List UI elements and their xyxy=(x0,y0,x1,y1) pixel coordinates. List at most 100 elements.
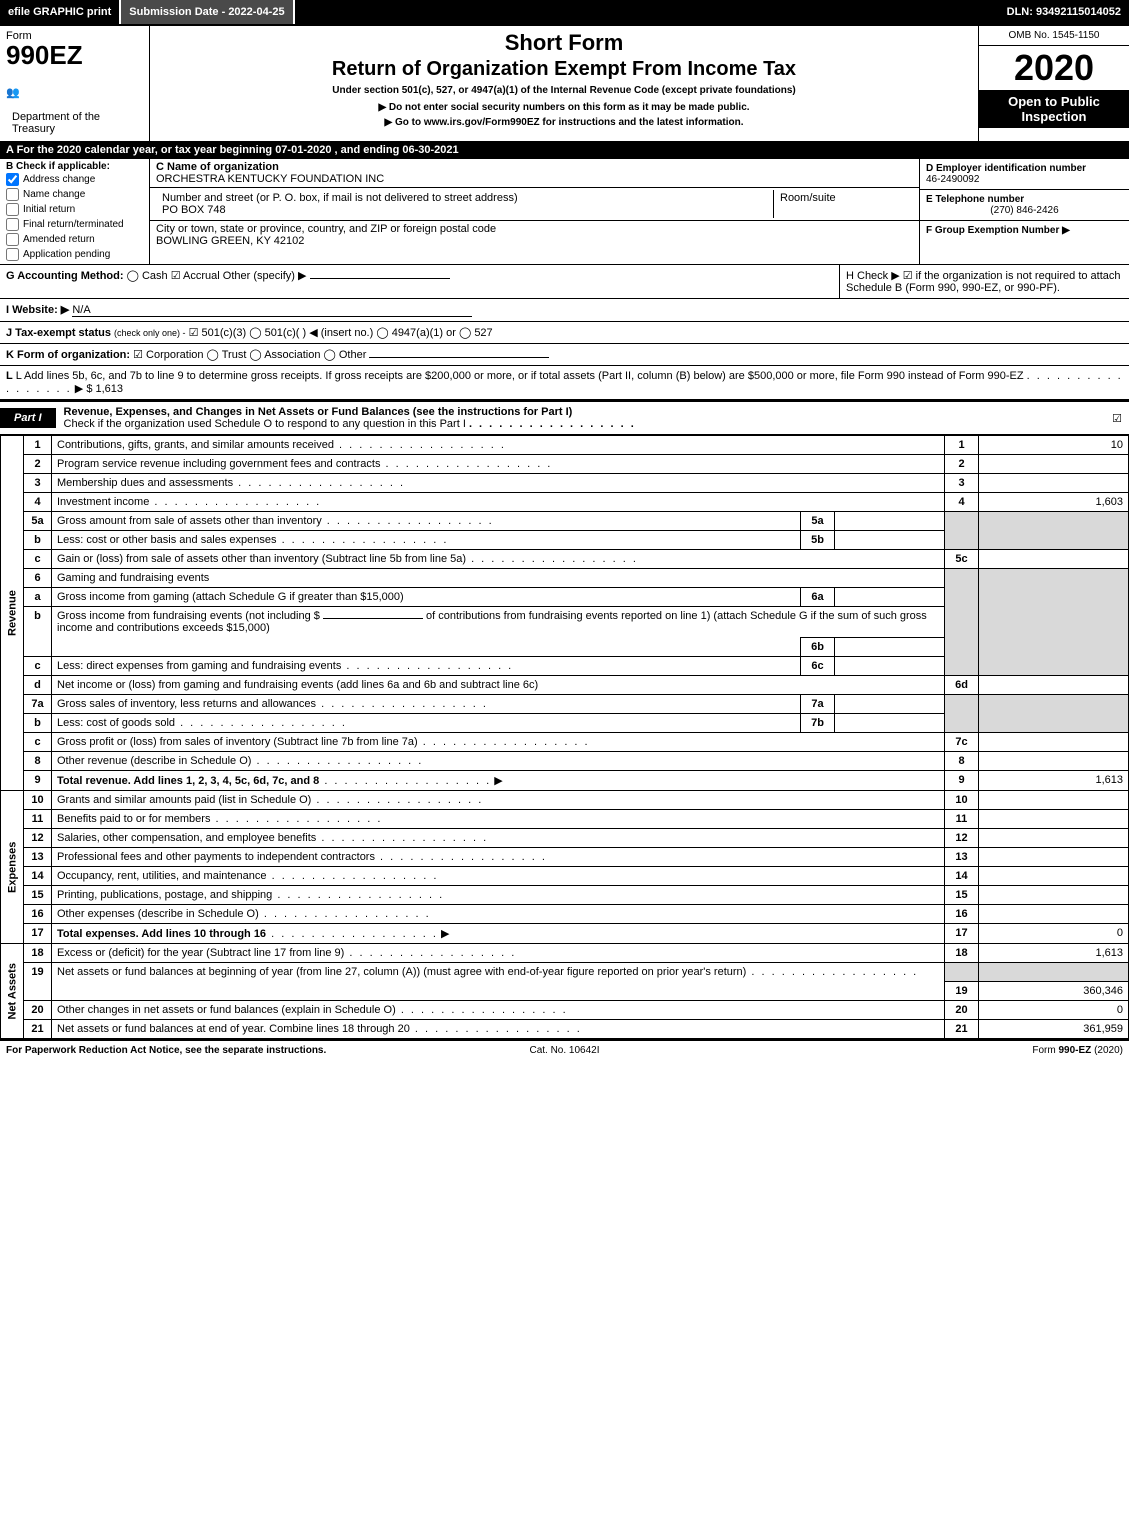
topbar-fill xyxy=(295,0,999,24)
line-5a-minilabel: 5a xyxy=(801,512,835,531)
chk-initial-return-box[interactable] xyxy=(6,203,19,216)
line-13-desc: Professional fees and other payments to … xyxy=(57,851,375,863)
line-7ab-greyamt xyxy=(979,695,1129,733)
line-6b-desc1: Gross income from fundraising events (no… xyxy=(57,610,320,622)
part1-title: Revenue, Expenses, and Changes in Net As… xyxy=(64,406,573,418)
line-6b-minilabel: 6b xyxy=(801,638,835,657)
line-19-row1: 19 Net assets or fund balances at beginn… xyxy=(1,963,1129,982)
short-form-title: Short Form xyxy=(156,30,972,56)
chk-initial-return: Initial return xyxy=(6,202,143,217)
line-13-row: 13 Professional fees and other payments … xyxy=(1,848,1129,867)
line-10-lineno: 10 xyxy=(945,791,979,810)
line-16-desc: Other expenses (describe in Schedule O) xyxy=(57,908,259,920)
line-7c-lineno: 7c xyxy=(945,733,979,752)
under-section-text: Under section 501(c), 527, or 4947(a)(1)… xyxy=(156,85,972,96)
room-label: Room/suite xyxy=(780,192,836,204)
form-header-left: Form 990EZ 👥 Department of the Treasury xyxy=(0,26,150,141)
chk-amended-return-box[interactable] xyxy=(6,233,19,246)
chk-application-pending-box[interactable] xyxy=(6,248,19,261)
side-revenue: Revenue xyxy=(1,436,24,791)
line-1-desc: Contributions, gifts, grants, and simila… xyxy=(57,439,334,451)
line-5b-num: b xyxy=(24,531,52,550)
line-4-row: 4 Investment income 4 1,603 xyxy=(1,493,1129,512)
line-8-row: 8 Other revenue (describe in Schedule O)… xyxy=(1,752,1129,771)
line-16-num: 16 xyxy=(24,905,52,924)
line-21-num: 21 xyxy=(24,1019,52,1038)
group-exemption-label: F Group Exemption Number ▶ xyxy=(926,225,1070,236)
line-19-grey xyxy=(945,963,979,982)
line-7c-desc: Gross profit or (loss) from sales of inv… xyxy=(57,736,418,748)
line-5c-num: c xyxy=(24,550,52,569)
form-org-label: K Form of organization: xyxy=(6,349,130,361)
line-6b-minival xyxy=(835,638,945,657)
line-20-lineno: 20 xyxy=(945,1000,979,1019)
line-2-amt xyxy=(979,455,1129,474)
line-6-row: 6 Gaming and fundraising events xyxy=(1,569,1129,588)
section-j: J Tax-exempt status (check only one) - ☑… xyxy=(0,322,1129,344)
line-6-greyamt xyxy=(979,569,1129,676)
street-row: Number and street (or P. O. box, if mail… xyxy=(150,188,919,221)
line-3-num: 3 xyxy=(24,474,52,493)
line-5ab-greyamt xyxy=(979,512,1129,550)
phone-label: E Telephone number xyxy=(926,194,1024,205)
accounting-method-label: G Accounting Method: xyxy=(6,270,124,282)
chk-address-change: Address change xyxy=(6,172,143,187)
phone-value: (270) 846-2426 xyxy=(926,205,1123,216)
line-14-desc: Occupancy, rent, utilities, and maintena… xyxy=(57,870,267,882)
line-14-num: 14 xyxy=(24,867,52,886)
section-c: C Name of organization ORCHESTRA KENTUCK… xyxy=(150,159,919,264)
part1-header: Part I Revenue, Expenses, and Changes in… xyxy=(0,400,1129,435)
goto-link-text: ▶ Go to www.irs.gov/Form990EZ for instru… xyxy=(156,117,972,128)
line-9-amt: 1,613 xyxy=(979,771,1129,791)
chk-address-change-box[interactable] xyxy=(6,173,19,186)
chk-name-change-box[interactable] xyxy=(6,188,19,201)
line-21-row: 21 Net assets or fund balances at end of… xyxy=(1,1019,1129,1038)
line-5a-row: 5a Gross amount from sale of assets othe… xyxy=(1,512,1129,531)
line-l-arrow: ▶ $ xyxy=(75,383,93,395)
line-5c-desc: Gain or (loss) from sale of assets other… xyxy=(57,553,466,565)
line-12-amt xyxy=(979,829,1129,848)
chk-amended-return-label: Amended return xyxy=(23,234,95,245)
line-1-num: 1 xyxy=(24,436,52,455)
line-19-row2: 19 360,346 xyxy=(1,981,1129,1000)
line-6d-amt xyxy=(979,676,1129,695)
line-10-desc: Grants and similar amounts paid (list in… xyxy=(57,794,311,806)
line-5a-minival xyxy=(835,512,945,531)
topbar: efile GRAPHIC print Submission Date - 20… xyxy=(0,0,1129,24)
ein-value: 46-2490092 xyxy=(926,174,979,185)
chk-final-return-box[interactable] xyxy=(6,218,19,231)
line-7a-minival xyxy=(835,695,945,714)
line-6a-minilabel: 6a xyxy=(801,588,835,607)
line-18-desc: Excess or (deficit) for the year (Subtra… xyxy=(57,947,344,959)
line-10-amt xyxy=(979,791,1129,810)
section-b-title: B Check if applicable: xyxy=(6,161,143,172)
website-value: N/A xyxy=(72,304,472,317)
accounting-other-blank xyxy=(310,278,450,279)
line-5b-desc: Less: cost or other basis and sales expe… xyxy=(57,534,277,546)
line-20-row: 20 Other changes in net assets or fund b… xyxy=(1,1000,1129,1019)
line-1-amt: 10 xyxy=(979,436,1129,455)
line-6-num: 6 xyxy=(24,569,52,588)
line-13-amt xyxy=(979,848,1129,867)
line-15-amt xyxy=(979,886,1129,905)
part1-checkbox: ☑ xyxy=(1105,412,1129,425)
line-15-lineno: 15 xyxy=(945,886,979,905)
efile-print-button[interactable]: efile GRAPHIC print xyxy=(0,0,121,24)
part1-badge: Part I xyxy=(0,408,56,428)
website-label: I Website: ▶ xyxy=(6,304,69,316)
form-header-mid: Short Form Return of Organization Exempt… xyxy=(150,26,979,141)
line-19-num: 19 xyxy=(24,963,52,1001)
chk-final-return-label: Final return/terminated xyxy=(23,219,124,230)
line-10-row: Expenses 10 Grants and similar amounts p… xyxy=(1,791,1129,810)
line-3-amt xyxy=(979,474,1129,493)
section-k: K Form of organization: ☑ Corporation ◯ … xyxy=(0,344,1129,366)
line-8-lineno: 8 xyxy=(945,752,979,771)
line-17-desc: Total expenses. Add lines 10 through 16 xyxy=(57,928,266,940)
section-g: G Accounting Method: ◯ Cash ☑ Accrual Ot… xyxy=(0,265,839,298)
section-i: I Website: ▶ N/A xyxy=(0,299,1129,322)
street-value: PO BOX 748 xyxy=(162,204,226,216)
line-8-num: 8 xyxy=(24,752,52,771)
part1-dots xyxy=(469,418,636,430)
line-16-amt xyxy=(979,905,1129,924)
section-e: E Telephone number (270) 846-2426 xyxy=(920,190,1129,221)
